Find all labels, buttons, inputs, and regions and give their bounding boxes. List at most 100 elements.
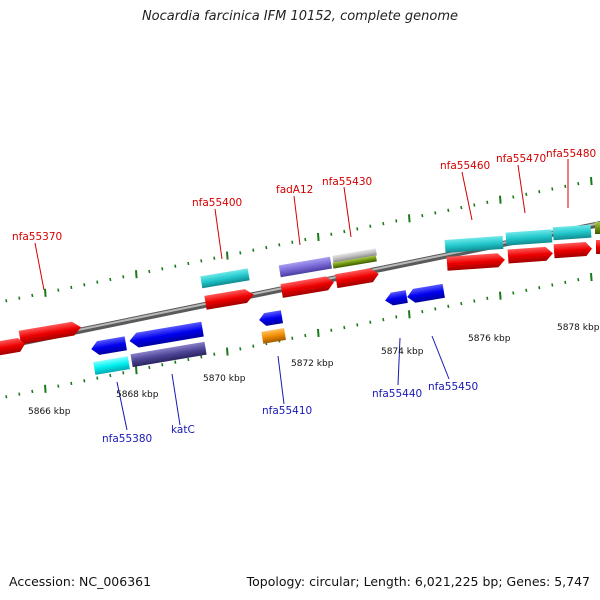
gene-nfa55400-upper[interactable]: [200, 268, 250, 289]
scale-tick: [525, 288, 528, 292]
scale-tick: [5, 395, 8, 399]
gene-label-fadA12[interactable]: fadA12: [276, 184, 313, 196]
scale-tick: [434, 211, 437, 215]
scale-tick: [369, 320, 372, 324]
scale-tick: [213, 256, 216, 260]
scale-tick: [187, 261, 190, 266]
gene-fadA12[interactable]: [278, 256, 332, 278]
scale-tick: [174, 264, 177, 268]
scale-tick: [291, 336, 294, 340]
kbp-label-5876: 5876 kbp: [468, 334, 511, 344]
scale-tick: [200, 259, 203, 263]
gene-forward-fadA12[interactable]: [280, 275, 336, 298]
scale-tick: [499, 195, 502, 204]
gene-forward-nfa55470[interactable]: [507, 246, 554, 264]
gene-nfa55460-cyan[interactable]: [444, 235, 504, 253]
scale-tick: [382, 317, 385, 322]
scale-tick: [83, 283, 86, 287]
kbp-label-5872: 5872 kbp: [291, 359, 334, 369]
scale-tick: [317, 328, 320, 337]
scale-tick: [148, 269, 151, 274]
gene-forward-nfa55400[interactable]: [204, 288, 255, 310]
scale-tick: [161, 267, 164, 271]
scale-tick: [174, 360, 177, 364]
gene-nfa55470-cyan[interactable]: [505, 229, 553, 246]
scale-tick: [590, 272, 593, 282]
scale-tick: [395, 315, 398, 319]
scale-tick: [226, 347, 229, 356]
gene-label-nfa55440[interactable]: nfa55440: [372, 388, 422, 400]
gene-nfa55430-olive[interactable]: [332, 255, 377, 269]
gene-label-nfa55380[interactable]: nfa55380: [102, 433, 152, 445]
scale-tick: [148, 365, 151, 370]
scale-tick: [356, 323, 359, 327]
gene-label-nfa55410[interactable]: nfa55410: [262, 405, 312, 417]
gene-edge-red[interactable]: [596, 240, 600, 254]
kbp-label-5866: 5866 kbp: [28, 407, 71, 417]
scale-tick: [96, 376, 99, 380]
scale-tick: [382, 221, 385, 226]
scale-tick: [44, 384, 47, 393]
kbp-label-5878: 5878 kbp: [557, 323, 600, 333]
scale-tick: [512, 195, 515, 199]
scale-tick: [57, 384, 60, 388]
scale-tick: [434, 307, 437, 311]
gene-forward-nfa55430[interactable]: [335, 267, 380, 289]
gene-katC[interactable]: [130, 341, 207, 368]
scale-tick: [499, 291, 502, 300]
scale-tick: [70, 381, 73, 386]
scale-tick: [122, 275, 125, 279]
scale-tick: [395, 219, 398, 223]
scale-tick: [135, 270, 138, 279]
scale-tick: [291, 240, 294, 244]
gene-label-nfa55450[interactable]: nfa55450: [428, 381, 478, 393]
kbp-label-5868: 5868 kbp: [116, 390, 159, 400]
kbp-label-5870: 5870 kbp: [203, 374, 246, 384]
gene-forward-left-edge[interactable]: [0, 337, 26, 357]
scale-tick: [369, 224, 372, 228]
scale-tick: [57, 288, 60, 292]
scale-tick: [304, 237, 307, 242]
scale-tick: [265, 245, 268, 250]
scale-tick: [135, 366, 138, 375]
scale-tick: [161, 363, 164, 367]
scale-tick: [200, 355, 203, 359]
gene-reverse-nfa55410-arrow[interactable]: [258, 310, 284, 327]
accession-label: Accession: NC_006361: [9, 574, 152, 589]
gene-forward-nfa55480[interactable]: [553, 242, 593, 259]
scale-tick: [473, 299, 476, 303]
gene-nfa55480-cyan[interactable]: [552, 224, 592, 241]
scale-tick: [31, 293, 34, 298]
map-title: Nocardia farcinica IFM 10152, complete g…: [141, 9, 459, 24]
gene-reverse-nfa55440-arrow[interactable]: [384, 290, 408, 306]
gene-nfa55410[interactable]: [261, 328, 286, 344]
scale-tick: [109, 277, 112, 282]
scale-tick: [512, 291, 515, 295]
scale-tick: [31, 389, 34, 394]
scale-tick: [304, 333, 307, 338]
gene-reverse-nfa55450-arrow[interactable]: [406, 283, 445, 304]
gene-label-nfa55400[interactable]: nfa55400: [192, 197, 242, 209]
gene-label-nfa55480[interactable]: nfa55480: [546, 148, 596, 160]
gene-nfa55430-gray[interactable]: [332, 248, 377, 263]
gene-reverse-katC-arrow[interactable]: [128, 321, 204, 349]
gene-label-nfa55470[interactable]: nfa55470: [496, 153, 546, 165]
gene-label-katC[interactable]: katC: [171, 424, 195, 436]
gene-label-nfa55460[interactable]: nfa55460: [440, 160, 490, 172]
gene-label-nfa55430[interactable]: nfa55430: [322, 176, 372, 188]
scale-tick: [486, 200, 489, 204]
gene-label-nfa55370[interactable]: nfa55370: [12, 231, 62, 243]
scale-tick: [343, 325, 346, 330]
gene-forward-nfa55460[interactable]: [446, 253, 506, 271]
gene-forward-nfa55370[interactable]: [18, 320, 82, 345]
scale-tick: [590, 176, 593, 186]
gene-nfa55380[interactable]: [93, 356, 130, 375]
scale-tick: [252, 344, 255, 348]
scale-tick: [538, 190, 541, 194]
scale-tick: [18, 296, 21, 300]
scale-tick: [343, 229, 346, 234]
gene-edge-olive[interactable]: [595, 222, 600, 234]
scale-tick: [564, 184, 567, 189]
gene-reverse-nfa55380-arrow[interactable]: [90, 336, 127, 356]
